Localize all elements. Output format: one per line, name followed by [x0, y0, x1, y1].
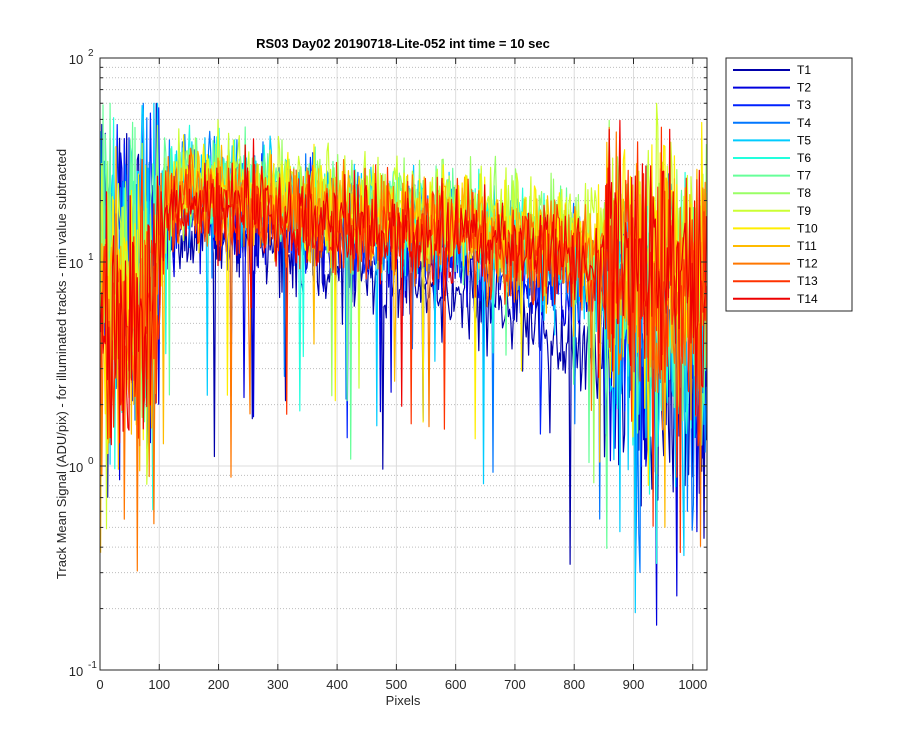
x-tick-label: 500	[386, 677, 408, 692]
legend-label: T4	[797, 116, 811, 130]
x-tick-label: 1000	[678, 677, 707, 692]
y-tick-exponent: 2	[88, 48, 94, 59]
legend-label: T5	[797, 133, 811, 147]
legend-item-t12: T12	[733, 257, 818, 271]
legend-item-t4: T4	[733, 116, 811, 130]
y-tick-label: 10	[69, 460, 83, 475]
chart-title: RS03 Day02 20190718-Lite-052 int time = …	[256, 36, 550, 51]
series-group	[100, 102, 707, 626]
x-axis-label: Pixels	[386, 693, 421, 708]
x-tick-label: 700	[504, 677, 526, 692]
x-tick-label: 900	[623, 677, 645, 692]
legend-item-t6: T6	[733, 151, 811, 165]
legend-item-t13: T13	[733, 274, 818, 288]
x-tick-label: 100	[148, 677, 170, 692]
y-axis-label: Track Mean Signal (ADU/pix) - for illumi…	[54, 149, 69, 579]
x-tick-label: 200	[208, 677, 230, 692]
legend-item-t10: T10	[733, 221, 818, 235]
y-tick-exponent: 1	[88, 252, 94, 263]
x-axis-ticks: 0 100 200 300 400 500 600 700 800 900 1000	[96, 58, 707, 692]
legend-label: T7	[797, 169, 811, 183]
legend-item-t5: T5	[733, 133, 811, 147]
legend-label: T2	[797, 81, 811, 95]
legend-item-t8: T8	[733, 186, 811, 200]
legend-label: T11	[797, 239, 817, 253]
legend-label: T6	[797, 151, 811, 165]
legend-label: T1	[797, 63, 811, 77]
legend-item-t1: T1	[733, 63, 811, 77]
legend-item-t3: T3	[733, 98, 811, 112]
legend: T1 T2 T3 T4 T5 T6 T7 T8 T9 T10 T11 T12 T13 T14	[725, 57, 853, 312]
legend-label: T12	[797, 257, 818, 271]
legend-label: T14	[797, 292, 818, 306]
plot-area-frame	[99, 57, 708, 671]
legend-label: T13	[797, 274, 818, 288]
legend-box	[725, 57, 853, 312]
x-tick-label: 300	[267, 677, 289, 692]
legend-item-t9: T9	[733, 204, 811, 218]
x-tick-label: 800	[563, 677, 585, 692]
legend-label: T10	[797, 221, 818, 235]
y-axis-ticks: 10 -1 10 0 10 1 10 2	[69, 48, 707, 679]
series-line-t13	[100, 126, 707, 554]
legend-label: T3	[797, 98, 811, 112]
x-tick-label: 0	[96, 677, 103, 692]
legend-item-t11: T11	[733, 239, 817, 253]
series-line-t14	[100, 119, 707, 446]
y-tick-exponent: 0	[88, 456, 94, 467]
y-tick-label: 10	[69, 256, 83, 271]
legend-item-t14: T14	[733, 292, 818, 306]
legend-item-t7: T7	[733, 169, 811, 183]
x-tick-label: 600	[445, 677, 467, 692]
legend-label: T8	[797, 186, 811, 200]
y-tick-label: 10	[69, 664, 83, 679]
legend-label: T9	[797, 204, 811, 218]
x-tick-label: 400	[326, 677, 348, 692]
y-tick-exponent: -1	[88, 660, 97, 671]
legend-item-t2: T2	[733, 81, 811, 95]
y-tick-label: 10	[69, 52, 83, 67]
